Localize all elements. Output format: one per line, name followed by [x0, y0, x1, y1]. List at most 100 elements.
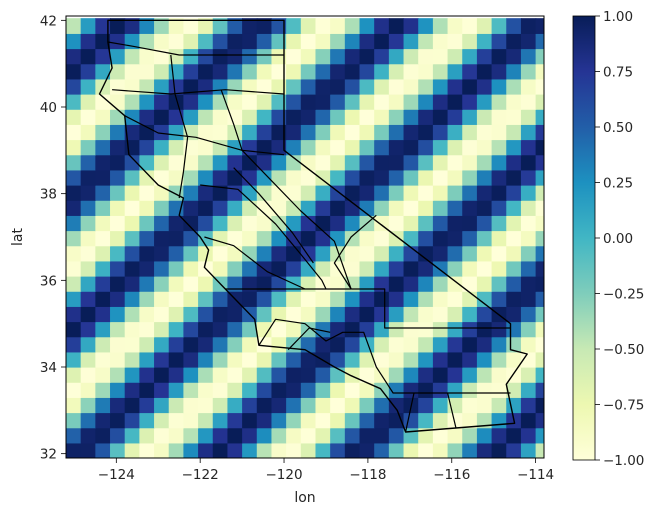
heatmap-cell [432, 94, 449, 110]
y-tick-label: 42 [40, 13, 57, 29]
heatmap-cell [520, 336, 537, 353]
county-line [124, 115, 285, 156]
heatmap-cell [388, 185, 405, 201]
heatmap-cell [80, 321, 96, 338]
heatmap-cell [476, 367, 493, 383]
heatmap-cell [344, 169, 361, 186]
heatmap-cell [168, 367, 185, 383]
heatmap-cell [506, 48, 522, 65]
heatmap-cell [300, 382, 317, 398]
heatmap-cell [256, 94, 273, 110]
heatmap-cell [183, 18, 199, 34]
heatmap-cell [476, 306, 493, 323]
heatmap-cell [139, 442, 155, 458]
heatmap-cell [476, 336, 493, 353]
y-tick-label: 40 [40, 100, 57, 116]
heatmap-cell [139, 18, 155, 34]
heatmap-cell [227, 306, 243, 323]
heatmap-cell [242, 185, 258, 201]
heatmap-cell [418, 109, 434, 125]
heatmap-cell [168, 94, 185, 110]
heatmap-cell [168, 124, 185, 141]
heatmap-cell [139, 291, 155, 307]
heatmap-cell [139, 427, 155, 444]
heatmap-cell [154, 124, 170, 141]
county-boundaries [98, 19, 528, 433]
heatmap-cell [183, 245, 199, 262]
heatmap-cell [447, 200, 463, 216]
heatmap-cell [315, 397, 331, 414]
heatmap-cell [168, 276, 185, 292]
heatmap-cell [506, 124, 522, 141]
heatmap-cell [154, 215, 170, 232]
heatmap-cell [95, 336, 111, 353]
heatmap-cell [183, 169, 199, 186]
heatmap-cell [139, 139, 155, 156]
heatmap-cell [256, 33, 273, 50]
heatmap-cell [315, 200, 331, 216]
heatmap-cell [183, 321, 199, 338]
heatmap-cell [315, 78, 331, 95]
heatmap-cell [168, 412, 185, 429]
heatmap-cell [403, 382, 419, 398]
heatmap-cell [476, 427, 493, 444]
heatmap-cell [95, 18, 111, 34]
heatmap-cell [520, 442, 537, 458]
heatmap-cell [95, 124, 111, 141]
heatmap-cell [359, 109, 375, 125]
heatmap-cell [80, 351, 96, 368]
heatmap-cell [374, 230, 390, 247]
heatmap-cell [520, 185, 537, 201]
heatmap-cell [139, 185, 155, 201]
heatmap-cell [110, 109, 126, 125]
heatmap-cell [462, 397, 478, 414]
heatmap-cell [300, 215, 317, 232]
heatmap-cell [315, 63, 331, 80]
heatmap-cell [388, 276, 405, 292]
heatmap-cell [344, 18, 361, 34]
heatmap-cell [491, 442, 507, 458]
heatmap-cell [374, 245, 390, 262]
heatmap-cell [198, 427, 214, 444]
heatmap-cell [344, 124, 361, 141]
heatmap-cell [154, 260, 170, 277]
heatmap-cell [388, 63, 405, 80]
heatmap-cell [330, 351, 346, 368]
heatmap-cell [506, 200, 522, 216]
heatmap-cell [374, 169, 390, 186]
heatmap-cell [286, 351, 302, 368]
heatmap-cell [183, 367, 199, 383]
heatmap-cell [271, 124, 287, 141]
county-line [351, 288, 511, 329]
heatmap-cell [462, 215, 478, 232]
heatmap-cell [256, 321, 273, 338]
heatmap-cell [256, 154, 273, 171]
heatmap-cell [520, 94, 537, 110]
heatmap-cell [227, 321, 243, 338]
heatmap-cell [80, 382, 96, 398]
heatmap-cell [154, 336, 170, 353]
heatmap-cell [432, 351, 449, 368]
heatmap-cell [95, 321, 111, 338]
heatmap-cell [374, 139, 390, 156]
heatmap-cell [535, 230, 544, 247]
heatmap-cell [124, 291, 140, 307]
heatmap-cell [447, 154, 463, 171]
heatmap-cell [359, 48, 375, 65]
heatmap-cell [476, 412, 493, 429]
heatmap-cell [330, 139, 346, 156]
heatmap-cell [124, 367, 140, 383]
heatmap-cell [227, 154, 243, 171]
heatmap-cell [535, 382, 544, 398]
heatmap-cell [476, 230, 493, 247]
heatmap-cell [520, 48, 537, 65]
heatmap-cell [154, 276, 170, 292]
heatmap-cell [286, 397, 302, 414]
heatmap-cell [80, 442, 96, 458]
x-tick-label: −114 [517, 467, 554, 483]
heatmap-cell [359, 276, 375, 292]
heatmap-cell [491, 154, 507, 171]
county-line [204, 236, 306, 290]
heatmap-cell [242, 63, 258, 80]
heatmap-cell [80, 78, 96, 95]
